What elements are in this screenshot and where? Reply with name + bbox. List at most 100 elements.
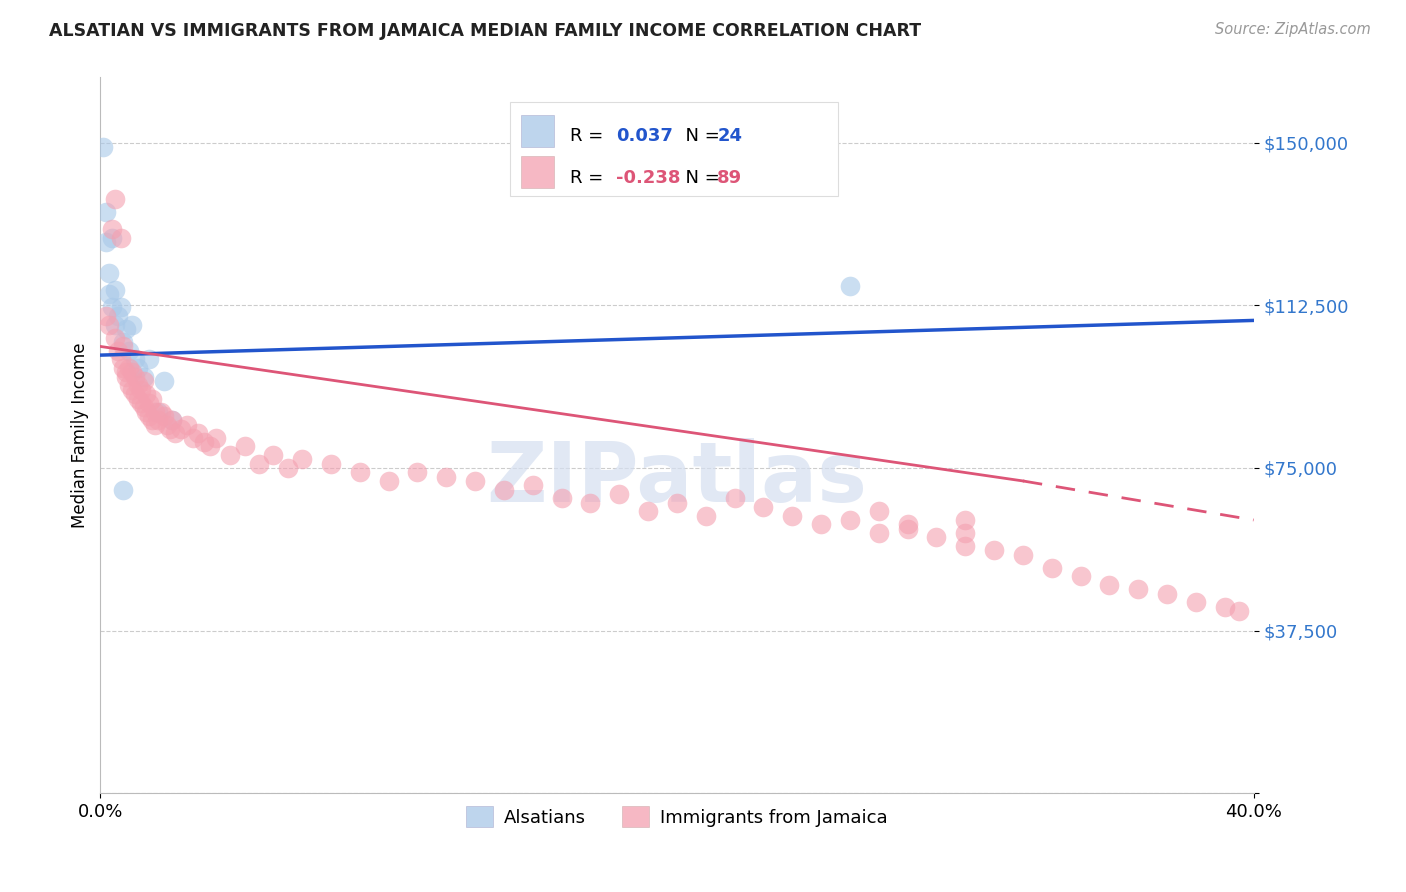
Point bbox=[138, 409, 160, 423]
Point bbox=[724, 491, 747, 506]
Point bbox=[637, 504, 659, 518]
Point bbox=[104, 331, 127, 345]
Point bbox=[464, 474, 486, 488]
Point bbox=[925, 530, 948, 544]
Point bbox=[115, 366, 138, 380]
Text: 24: 24 bbox=[717, 128, 742, 145]
Point bbox=[104, 283, 127, 297]
Point bbox=[94, 309, 117, 323]
Point bbox=[107, 309, 129, 323]
Point bbox=[897, 517, 920, 532]
Point bbox=[112, 361, 135, 376]
Point bbox=[1128, 582, 1150, 597]
Point bbox=[101, 301, 124, 315]
Point bbox=[1040, 560, 1063, 574]
Text: R =: R = bbox=[569, 128, 609, 145]
Point bbox=[1213, 599, 1236, 614]
Point bbox=[118, 343, 141, 358]
Point bbox=[121, 318, 143, 332]
Point bbox=[162, 413, 184, 427]
Point bbox=[1185, 595, 1208, 609]
Point bbox=[665, 496, 688, 510]
Text: N =: N = bbox=[673, 169, 725, 186]
Legend: Alsatians, Immigrants from Jamaica: Alsatians, Immigrants from Jamaica bbox=[458, 799, 896, 834]
Point bbox=[319, 457, 342, 471]
Point bbox=[233, 439, 256, 453]
Point bbox=[170, 422, 193, 436]
Point bbox=[897, 522, 920, 536]
Point bbox=[204, 431, 226, 445]
Text: ALSATIAN VS IMMIGRANTS FROM JAMAICA MEDIAN FAMILY INCOME CORRELATION CHART: ALSATIAN VS IMMIGRANTS FROM JAMAICA MEDI… bbox=[49, 22, 921, 40]
Text: 89: 89 bbox=[717, 169, 742, 186]
Text: ZIPatlas: ZIPatlas bbox=[486, 438, 868, 519]
Point bbox=[141, 413, 163, 427]
Point bbox=[198, 439, 221, 453]
Point bbox=[135, 404, 157, 418]
Point bbox=[187, 426, 209, 441]
Point bbox=[247, 457, 270, 471]
Point bbox=[110, 231, 132, 245]
Point bbox=[176, 417, 198, 432]
Point bbox=[115, 369, 138, 384]
Point bbox=[132, 369, 155, 384]
Point bbox=[146, 413, 169, 427]
Point bbox=[262, 448, 284, 462]
Point bbox=[277, 461, 299, 475]
Point bbox=[955, 539, 977, 553]
Point bbox=[127, 378, 149, 392]
Point bbox=[91, 140, 114, 154]
Point bbox=[159, 422, 181, 436]
Point bbox=[839, 513, 862, 527]
Point bbox=[101, 222, 124, 236]
Y-axis label: Median Family Income: Median Family Income bbox=[72, 343, 89, 528]
Point bbox=[782, 508, 804, 523]
Point bbox=[124, 352, 146, 367]
Point bbox=[983, 543, 1005, 558]
FancyBboxPatch shape bbox=[522, 156, 554, 188]
Point bbox=[377, 474, 399, 488]
Point bbox=[135, 387, 157, 401]
Point bbox=[121, 383, 143, 397]
Point bbox=[138, 352, 160, 367]
Point bbox=[118, 361, 141, 376]
Point bbox=[141, 392, 163, 406]
Point bbox=[955, 526, 977, 541]
Point bbox=[579, 496, 602, 510]
Point bbox=[112, 483, 135, 497]
Point bbox=[107, 343, 129, 358]
Point bbox=[219, 448, 242, 462]
Point bbox=[162, 413, 184, 427]
Point bbox=[101, 231, 124, 245]
Point bbox=[129, 396, 152, 410]
Point bbox=[149, 404, 172, 418]
Point bbox=[98, 318, 121, 332]
Point bbox=[1070, 569, 1092, 583]
Point bbox=[143, 417, 166, 432]
Point bbox=[152, 409, 174, 423]
Point bbox=[98, 287, 121, 301]
Point bbox=[146, 404, 169, 418]
Point bbox=[129, 383, 152, 397]
Point bbox=[522, 478, 544, 492]
Point bbox=[127, 392, 149, 406]
Text: R =: R = bbox=[569, 169, 609, 186]
Point bbox=[165, 426, 187, 441]
Point bbox=[1012, 548, 1035, 562]
Point bbox=[112, 339, 135, 353]
Point bbox=[868, 504, 890, 518]
Point bbox=[121, 366, 143, 380]
Point bbox=[124, 369, 146, 384]
Point bbox=[104, 192, 127, 206]
FancyBboxPatch shape bbox=[522, 115, 554, 147]
Point bbox=[291, 452, 314, 467]
Point bbox=[143, 404, 166, 418]
Point bbox=[550, 491, 572, 506]
Point bbox=[156, 417, 179, 432]
Point bbox=[94, 205, 117, 219]
Point bbox=[124, 387, 146, 401]
Point bbox=[138, 396, 160, 410]
Point bbox=[152, 374, 174, 388]
Point bbox=[868, 526, 890, 541]
Point bbox=[695, 508, 717, 523]
Point bbox=[110, 301, 132, 315]
